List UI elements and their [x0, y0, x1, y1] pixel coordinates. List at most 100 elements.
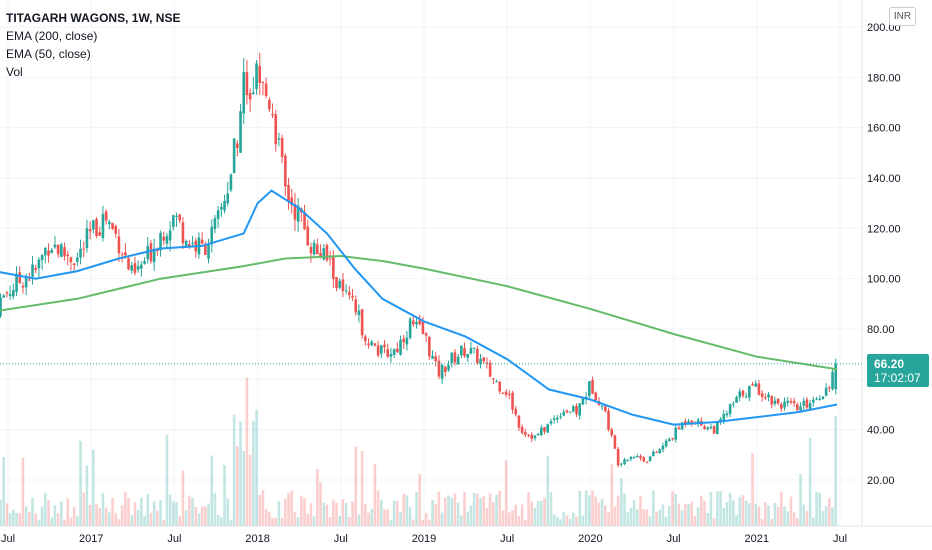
candle-body	[66, 254, 70, 257]
volume-bar	[127, 498, 130, 526]
volume-bar	[773, 503, 777, 526]
candle-body	[351, 295, 354, 298]
volume-bar	[444, 497, 447, 526]
volume-bar	[530, 501, 534, 526]
last-price-value: 66.20	[874, 357, 904, 371]
candle-body	[63, 247, 66, 257]
volume-bar	[808, 438, 812, 526]
candle-body	[671, 438, 674, 440]
volume-bar	[626, 512, 630, 526]
candle-body	[98, 232, 102, 236]
candle-body	[28, 279, 31, 281]
volume-bar	[658, 509, 662, 526]
candle-body	[799, 406, 802, 411]
volume-bar	[53, 505, 57, 526]
candle-body	[431, 355, 434, 359]
volume-bar	[405, 495, 409, 526]
volume-bar	[428, 519, 431, 526]
volume-bar	[143, 515, 146, 526]
candle-body	[37, 259, 41, 269]
candle-body	[92, 220, 95, 230]
candle-body	[188, 244, 191, 246]
candle-body	[412, 320, 415, 325]
candle-body	[204, 244, 207, 255]
volume-bar	[210, 455, 214, 526]
volume-bar	[328, 517, 332, 526]
volume-bar	[229, 519, 233, 526]
volume-bar	[776, 507, 780, 526]
candle-body	[149, 243, 153, 262]
time-tick-label: Jul	[667, 533, 681, 545]
candle-body	[245, 72, 249, 96]
volume-bar	[476, 493, 479, 526]
volume-bar	[146, 494, 150, 526]
volume-bar	[191, 497, 194, 526]
volume-bar	[588, 495, 591, 526]
price-axis[interactable]: 20.0040.0060.0080.00100.00120.00140.0016…	[867, 22, 901, 487]
time-tick-label: 2019	[412, 533, 436, 545]
volume-bar	[757, 506, 761, 526]
volume-bar	[559, 519, 562, 526]
volume-bar	[348, 517, 351, 526]
candle-body	[773, 400, 777, 404]
candle-body	[53, 244, 57, 248]
candle-body	[392, 349, 396, 356]
candle-body	[261, 81, 265, 83]
volume-bar	[482, 496, 486, 526]
volume-bar	[271, 517, 274, 526]
volume-bar	[447, 495, 450, 526]
volume-bar	[277, 501, 281, 526]
candle-body	[556, 417, 559, 420]
volume-bar	[540, 500, 543, 526]
candle-body	[792, 401, 796, 404]
candle-body	[552, 418, 556, 420]
volume-bar	[140, 497, 143, 526]
candle-body	[114, 225, 118, 234]
candle-body	[815, 398, 818, 400]
volume-bar	[418, 474, 422, 526]
candle-body	[293, 204, 297, 220]
candle-body	[652, 451, 655, 456]
volume-bar	[434, 503, 438, 526]
volume-bar	[204, 506, 207, 526]
candle-body	[754, 383, 758, 387]
candle-body	[274, 114, 278, 145]
volume-bar	[402, 493, 406, 526]
volume-bar	[37, 519, 41, 526]
symbol-title[interactable]: TITAGARH WAGONS, 1W, NSE	[6, 11, 181, 25]
volume-bar	[184, 510, 188, 526]
candle-body	[588, 381, 591, 396]
candle-body	[821, 396, 825, 400]
candle-body	[690, 420, 694, 424]
ema-200-legend[interactable]: EMA (200, close)	[6, 29, 98, 43]
ema-50-legend[interactable]: EMA (50, close)	[6, 47, 91, 61]
candle-body	[607, 410, 610, 430]
volume-bar	[332, 499, 335, 526]
candle-body	[447, 364, 450, 371]
candle-body	[40, 255, 44, 261]
candle-body	[399, 339, 402, 355]
volume-bar	[760, 519, 764, 526]
candle-body	[783, 401, 786, 408]
time-axis[interactable]: Jul 2017 Jul 2018 Jul 2019 Jul 2020 Jul 2021 Jul	[1, 533, 847, 545]
volume-bar	[533, 507, 537, 526]
candle-body	[831, 371, 834, 390]
volume-bar	[85, 465, 89, 526]
volume-bar	[552, 514, 556, 526]
volume-bar	[517, 516, 521, 526]
candle-body	[207, 243, 210, 259]
volume-bar	[584, 490, 588, 526]
volume-bar	[466, 511, 470, 526]
candle-body	[232, 138, 236, 173]
volume-bar	[492, 502, 495, 526]
volume-legend[interactable]: Vol	[6, 65, 23, 79]
candle-body	[549, 421, 553, 424]
volume-bar	[296, 517, 300, 526]
candle-body	[629, 457, 633, 460]
candle-body	[828, 387, 831, 389]
currency-badge[interactable]: INR	[889, 7, 916, 26]
candle-body	[645, 461, 649, 463]
price-tick-label: 180.00	[867, 72, 901, 84]
volume-bar	[735, 515, 738, 526]
